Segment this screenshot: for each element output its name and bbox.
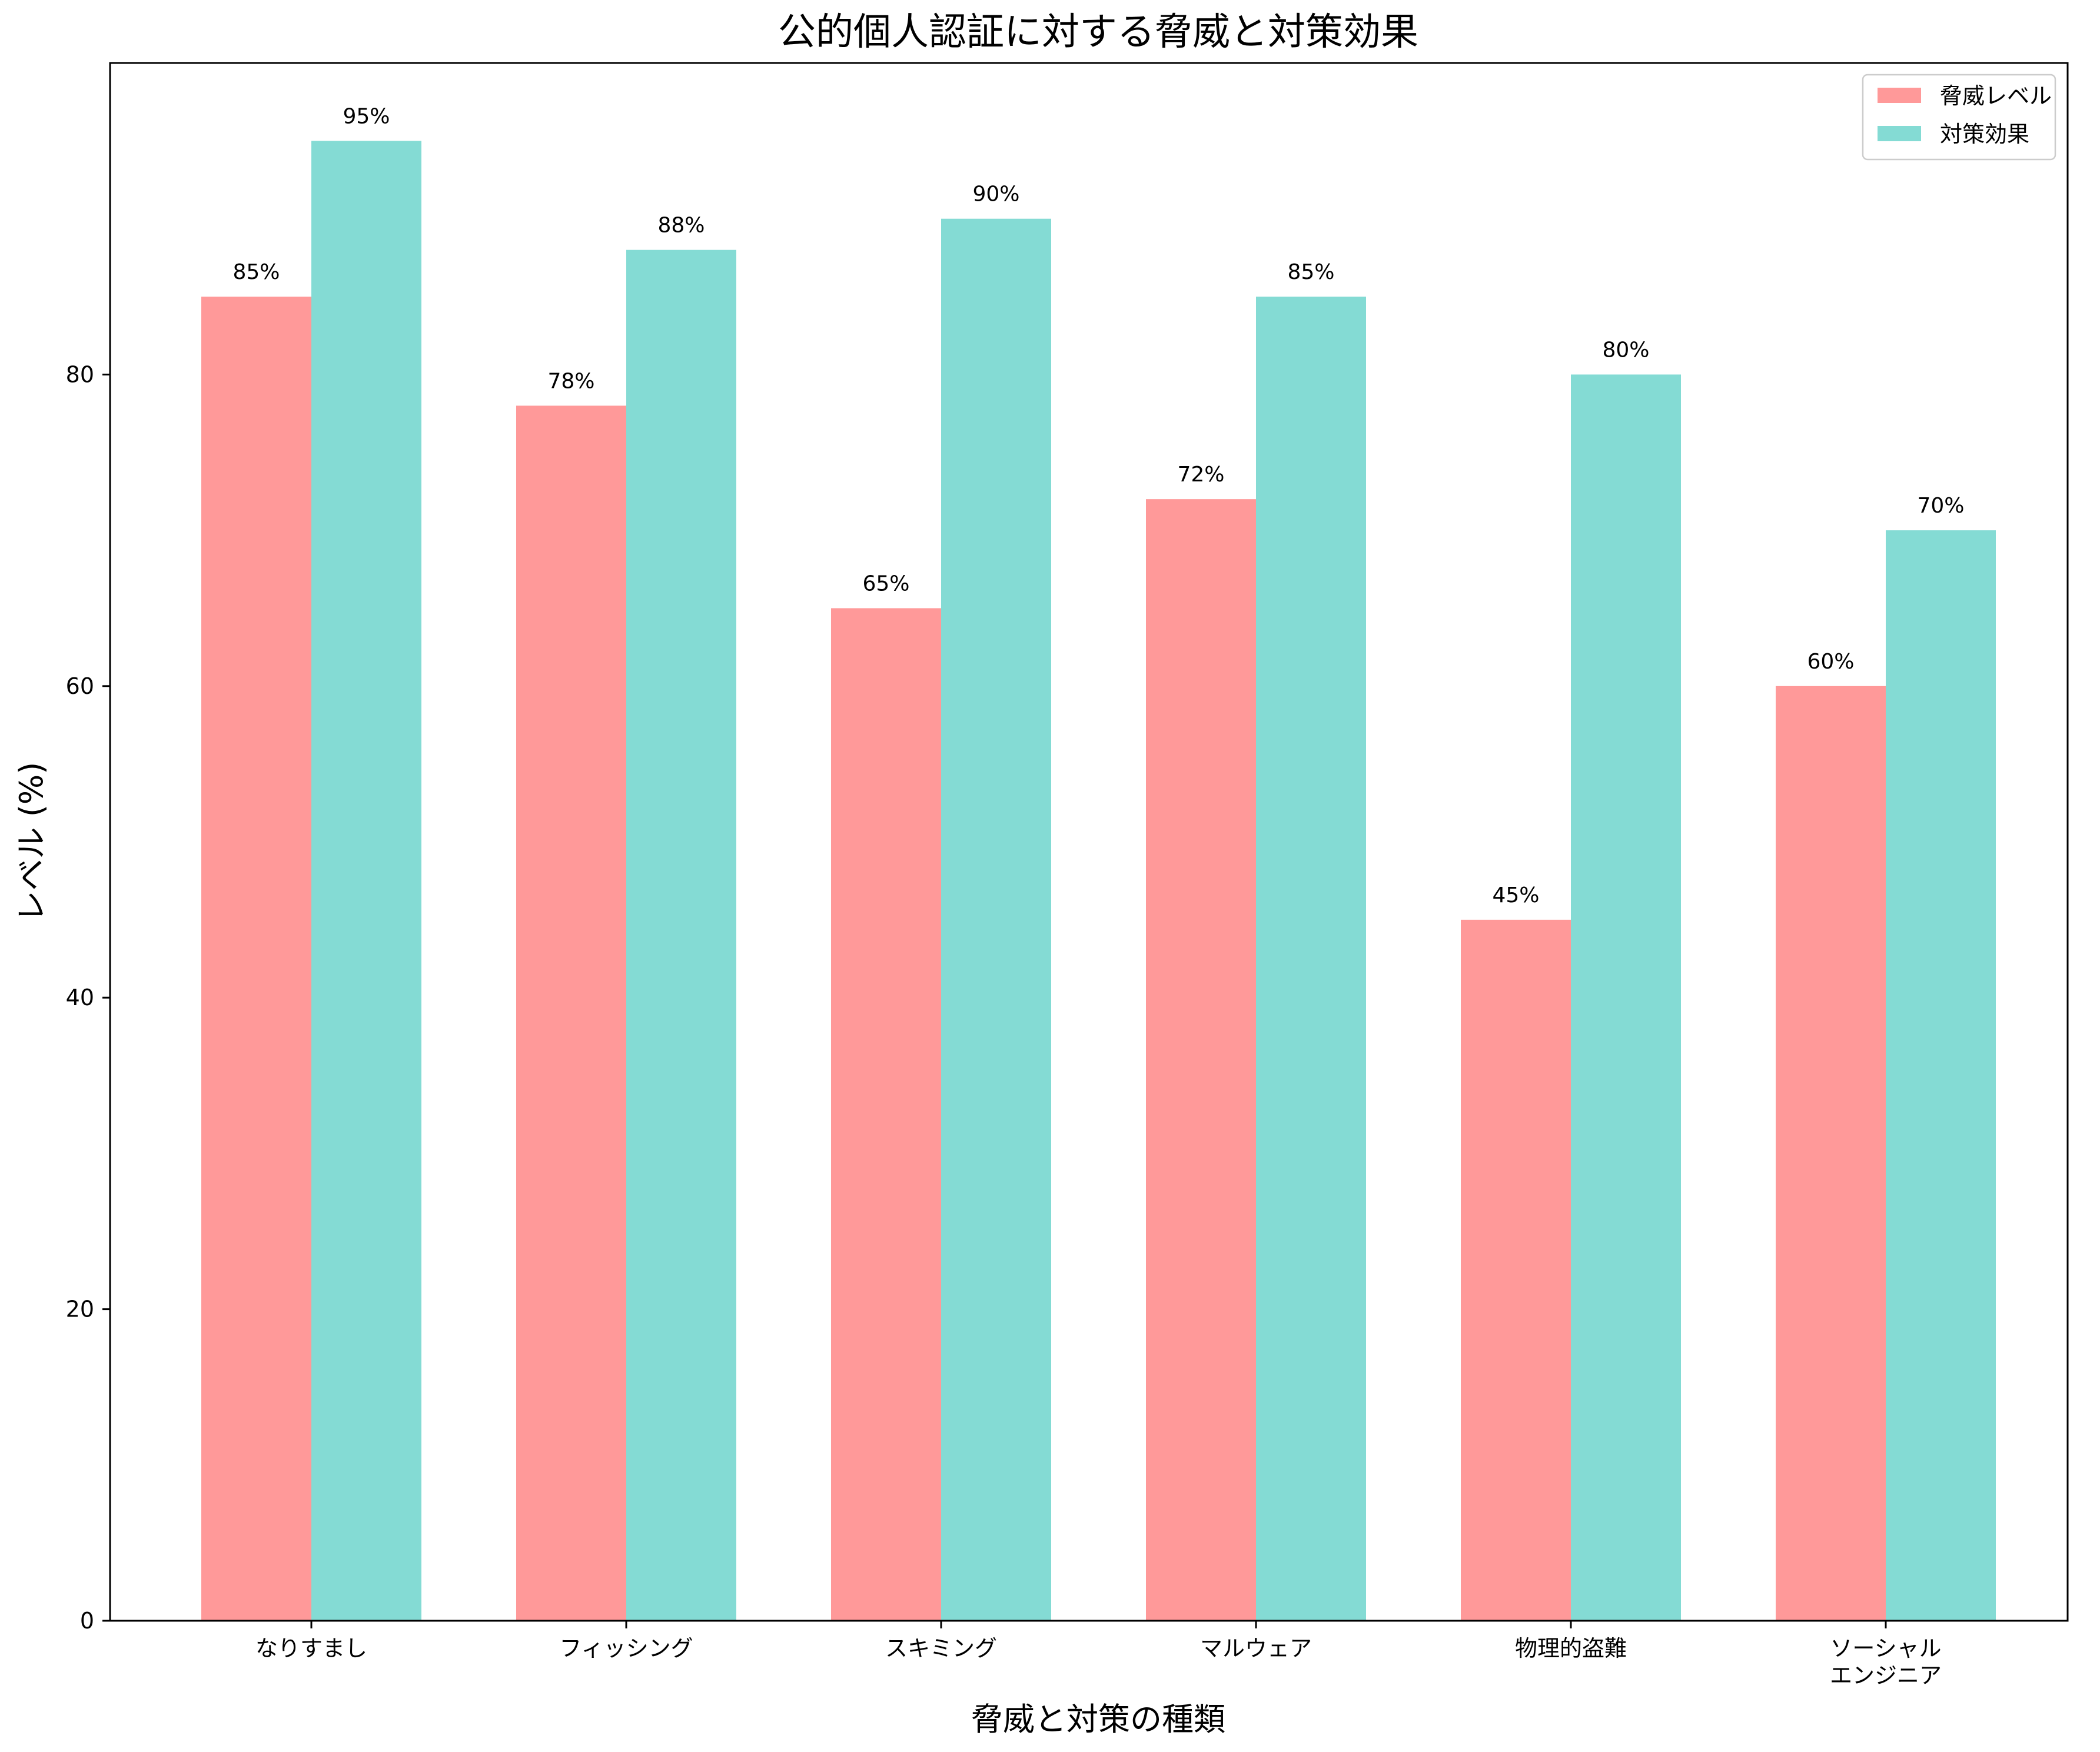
bar-threat [1461,919,1571,1621]
bar-countermeasure [941,218,1051,1621]
legend-swatch-countermeasure [1878,126,1921,141]
x-tick-label: なりすまし [255,1635,367,1661]
legend-label-countermeasure: 対策効果 [1940,121,2029,147]
value-label-threat: 60% [1807,650,1854,674]
bar-countermeasure [626,250,736,1621]
bar-threat [1146,499,1256,1621]
x-tick-label: マルウェア [1200,1635,1312,1661]
value-label-countermeasure: 88% [657,214,705,238]
bar-threat [516,405,626,1621]
y-tick-label: 20 [66,1296,94,1322]
y-tick-label: 80 [66,361,94,387]
value-label-countermeasure: 80% [1602,338,1649,362]
value-label-threat: 85% [232,260,280,284]
value-label-threat: 72% [1177,463,1224,487]
bar-countermeasure [1256,297,1366,1621]
y-tick-label: 0 [80,1608,94,1634]
plot-area-frame [109,62,2069,1622]
x-tick-label: スキミング [885,1635,997,1661]
y-axis-label: レベル (%) [13,762,50,923]
legend: 脅威レベル 対策効果 [1862,74,2056,161]
value-label-threat: 45% [1492,883,1539,907]
bar-countermeasure [1571,374,1681,1621]
y-tick-label: 40 [66,985,94,1010]
y-axis: 0 20 40 60 80 [66,361,110,1634]
value-label-countermeasure: 90% [972,182,1019,207]
bar-threat [831,608,941,1621]
bar-threat [1776,686,1886,1621]
x-tick-label: 物理的盗難 [1515,1635,1627,1661]
value-label-countermeasure: 70% [1917,494,1964,518]
bar-countermeasure [311,141,421,1621]
x-axis-label: 脅威と対策の種類 [971,1701,1225,1738]
bar-countermeasure [1886,530,1996,1621]
value-labels-group: 85% 95% 78% 88% 65% 90% 72% 85% 45% 80% 60% 70% [232,104,1964,907]
bars-group [201,141,1996,1621]
value-label-countermeasure: 85% [1287,260,1334,284]
value-label-threat: 78% [547,369,594,393]
value-label-countermeasure: 95% [343,104,390,128]
legend-swatch-threat [1878,88,1921,103]
y-tick-label: 60 [66,673,94,699]
bar-threat [201,297,311,1621]
x-tick-label: エンジニア [1830,1663,1942,1688]
value-label-threat: 65% [862,571,909,596]
x-tick-label: ソーシャル [1830,1635,1941,1661]
x-tick-label: フィッシング [559,1635,693,1661]
legend-label-threat: 脅威レベル [1940,83,2052,109]
chart-title: 公的個人認証に対する脅威と対策効果 [778,11,1418,54]
